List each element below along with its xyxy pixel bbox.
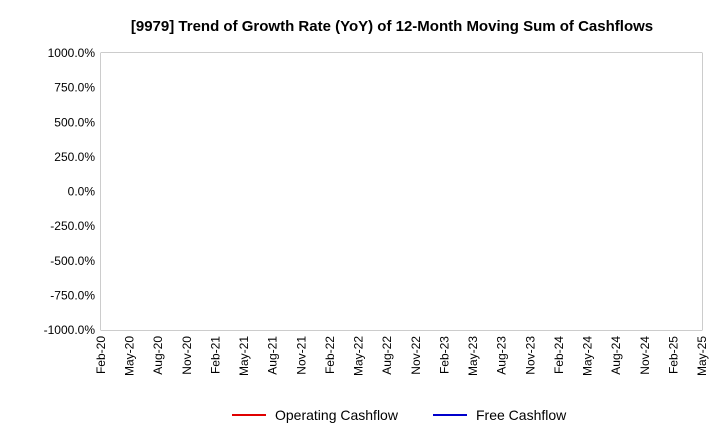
y-tick-label: 250.0% [54,150,95,164]
legend-label: Free Cashflow [476,407,567,423]
y-tick-label: 500.0% [54,115,95,129]
y-tick-label: -250.0% [50,219,95,233]
x-tick-label: Nov-22 [409,336,423,375]
x-tick-label: Aug-23 [495,336,509,375]
x-tick-label: May-21 [237,336,251,376]
x-tick-label: May-23 [466,336,480,376]
x-tick-label: Aug-20 [151,336,165,375]
x-tick-label: Feb-24 [552,336,566,374]
x-tick-label: Nov-21 [294,336,308,375]
x-tick-label: May-25 [695,336,709,376]
y-tick-label: -1000.0% [44,323,96,337]
x-tick-label: Nov-20 [180,336,194,375]
x-tick-label: May-20 [123,336,137,376]
y-tick-label: 1000.0% [48,46,96,60]
x-tick-label: May-24 [581,336,595,376]
y-tick-label: 750.0% [54,81,95,95]
x-tick-label: Nov-24 [638,336,652,375]
y-tick-label: -750.0% [50,288,95,302]
y-tick-label: 0.0% [68,185,96,199]
y-tick-label: -500.0% [50,254,95,268]
x-axis: Feb-20 May-20 Aug-20 Nov-20 Feb-21 May-21 Aug-… [94,336,709,376]
x-tick-label: Feb-23 [437,336,451,374]
x-tick-label: Feb-25 [666,336,680,374]
x-tick-label: Aug-22 [380,336,394,375]
x-tick-label: Aug-24 [609,336,623,375]
legend: Operating Cashflow Free Cashflow [232,407,567,423]
x-tick-label: Feb-22 [323,336,337,374]
chart-title: [9979] Trend of Growth Rate (YoY) of 12-… [131,18,653,35]
x-tick-label: Feb-20 [94,336,108,374]
x-tick-label: May-22 [352,336,366,376]
x-tick-label: Nov-23 [523,336,537,375]
legend-label: Operating Cashflow [275,407,399,423]
y-axis: 1000.0% 750.0% 500.0% 250.0% 0.0% -250.0% -500… [44,46,96,337]
plot-background [101,53,702,330]
x-tick-label: Feb-21 [208,336,222,374]
x-tick-label: Aug-21 [266,336,280,375]
